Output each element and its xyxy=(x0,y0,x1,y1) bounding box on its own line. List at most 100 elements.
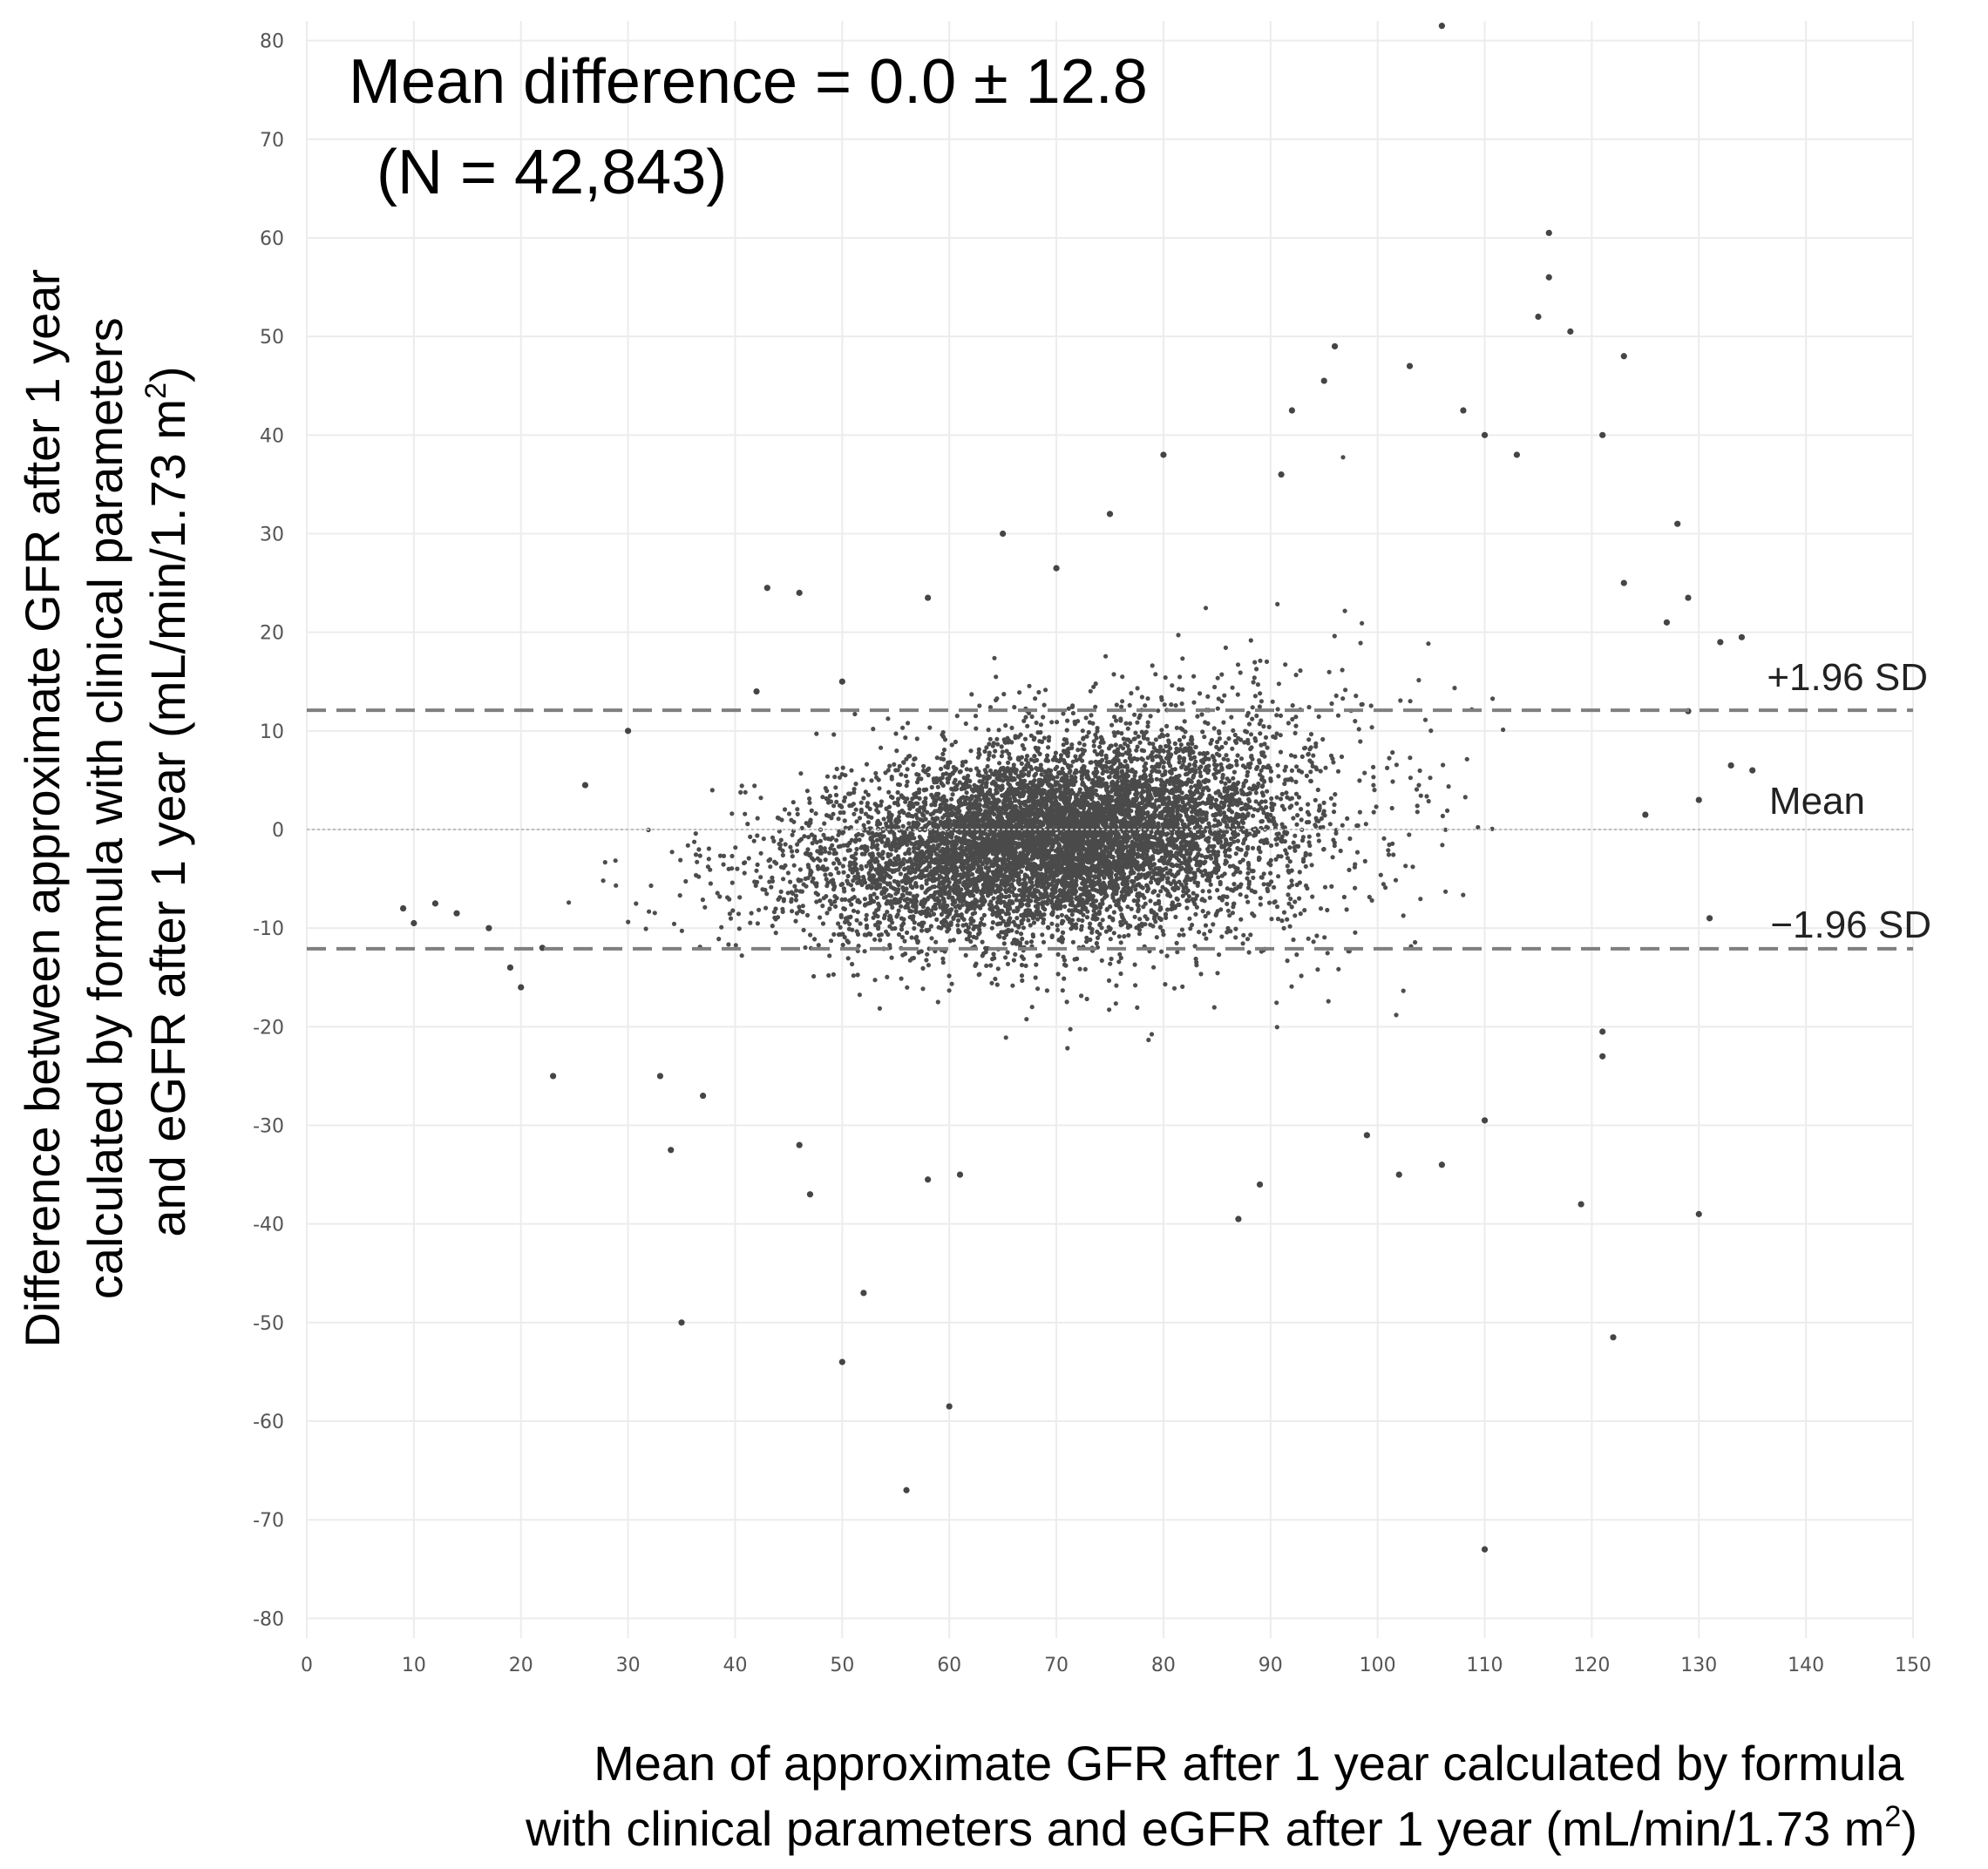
scatter-point xyxy=(700,1092,707,1100)
y-tick-label: -50 xyxy=(253,1313,284,1335)
x-tick-label: 10 xyxy=(402,1655,426,1676)
scatter-point xyxy=(678,1319,685,1326)
scatter-point xyxy=(453,910,460,917)
scatter-point xyxy=(1481,431,1489,438)
scatter-point xyxy=(838,1358,845,1365)
scatter-point xyxy=(485,924,492,931)
scatter-point xyxy=(925,594,932,601)
scatter-point xyxy=(1567,328,1574,335)
outlier-points xyxy=(399,23,1756,1553)
scatter-point xyxy=(956,1171,964,1178)
scatter-point xyxy=(1717,639,1724,646)
scatter-point xyxy=(581,782,589,789)
x-tick-label: 0 xyxy=(301,1655,313,1676)
annotation-n: (N = 42,843) xyxy=(377,138,727,207)
x-tick-label: 80 xyxy=(1151,1655,1176,1676)
scatter-point xyxy=(838,678,845,685)
x-tick-label: 110 xyxy=(1467,1655,1503,1676)
scatter-point xyxy=(946,1403,953,1410)
scatter-point xyxy=(1256,1181,1264,1188)
scatter-point xyxy=(1578,1201,1584,1208)
y-tick-label: 0 xyxy=(272,820,284,842)
scatter-point xyxy=(1545,229,1552,236)
scatter-point xyxy=(753,687,760,695)
x-axis-title: Mean of approximate GFR after 1 year cal… xyxy=(525,1736,1917,1856)
mean-line-label: Mean xyxy=(1769,780,1865,823)
y-tick-label: 60 xyxy=(260,228,284,250)
scatter-point xyxy=(656,1073,664,1080)
x-tick-label: 140 xyxy=(1788,1655,1824,1676)
x-tick-label: 100 xyxy=(1360,1655,1396,1676)
scatter-point xyxy=(1749,767,1756,774)
x-tick-label: 60 xyxy=(937,1655,961,1676)
scatter-point xyxy=(431,900,439,907)
scatter-point xyxy=(1642,811,1649,818)
x-tick-label: 70 xyxy=(1044,1655,1069,1676)
scatter-point xyxy=(518,984,525,991)
scatter-point xyxy=(1320,377,1327,384)
scatter-point xyxy=(1278,471,1285,478)
y-tick-label: 70 xyxy=(260,130,284,152)
scatter-point xyxy=(860,1290,867,1297)
reference-lines xyxy=(307,708,1913,951)
scatter-point xyxy=(1599,431,1606,438)
scatter-point xyxy=(1695,1210,1702,1217)
y-tick-label: 30 xyxy=(260,524,284,545)
y-tick-label: -30 xyxy=(253,1116,284,1138)
x-tick-label: 120 xyxy=(1573,1655,1610,1676)
scatter-point xyxy=(1545,274,1552,281)
scatter-point xyxy=(1685,594,1692,601)
y-tick-label: 50 xyxy=(260,327,284,349)
scatter-point xyxy=(1395,1171,1402,1178)
annotation-mean-difference: Mean difference = 0.0 ± 12.8 xyxy=(349,47,1148,117)
x-tick-label: 90 xyxy=(1259,1655,1283,1676)
scatter-point xyxy=(1610,1334,1617,1341)
y-tick-label: 20 xyxy=(260,623,284,645)
x-tick-label: 150 xyxy=(1895,1655,1931,1676)
y-axis-title: Difference between approximate GFR after… xyxy=(15,269,195,1348)
scatter-point xyxy=(506,964,514,972)
y-tick-label: -10 xyxy=(253,918,284,940)
y-tick-label: -60 xyxy=(253,1412,284,1433)
scatter-point xyxy=(1695,796,1702,803)
scatter-point xyxy=(1599,1028,1606,1035)
y-tick-label: -20 xyxy=(253,1017,284,1039)
scatter-point xyxy=(1438,23,1445,30)
scatter-point xyxy=(1235,1216,1242,1222)
upper-limit-label: +1.96 SD xyxy=(1767,656,1928,699)
data-cloud xyxy=(567,455,1506,1051)
scatter-point xyxy=(1535,313,1542,321)
scatter-point xyxy=(925,1176,932,1183)
scatter-point xyxy=(399,904,407,912)
scatter-point xyxy=(903,1486,910,1493)
y-tick-label: 40 xyxy=(260,425,284,447)
scatter-point xyxy=(1481,1546,1489,1553)
scatter-point xyxy=(549,1073,557,1080)
scatter-point-cloud xyxy=(567,455,1506,1051)
scatter-point xyxy=(1599,1053,1606,1060)
scatter-point xyxy=(796,1141,803,1148)
y-tick-label: 10 xyxy=(260,721,284,743)
x-tick-label: 40 xyxy=(723,1655,747,1676)
scatter-point xyxy=(1620,579,1627,586)
scatter-point xyxy=(1674,520,1681,527)
scatter-point xyxy=(1106,511,1114,518)
scatter-point xyxy=(796,589,803,596)
scatter-point xyxy=(668,1147,675,1154)
scatter-point xyxy=(410,919,417,927)
tick-labels: 0 10 20 30 40 50 60 70 80 90 100 110 120 130 140 150807… xyxy=(253,31,1931,1676)
scatter-point xyxy=(806,1191,814,1198)
scatter-point xyxy=(1663,619,1671,626)
lower-limit-label: −1.96 SD xyxy=(1770,904,1931,946)
scatter-point xyxy=(1160,451,1167,458)
scatter-point xyxy=(1513,451,1520,458)
scatter-point xyxy=(1738,633,1746,640)
x-tick-label: 50 xyxy=(830,1655,854,1676)
scatter-point xyxy=(1406,362,1414,369)
scatter-point xyxy=(1288,407,1295,414)
scatter-point xyxy=(1000,530,1007,538)
scatter-point xyxy=(1053,565,1060,572)
y-tick-label: -40 xyxy=(253,1215,284,1236)
scatter-point xyxy=(625,728,632,735)
